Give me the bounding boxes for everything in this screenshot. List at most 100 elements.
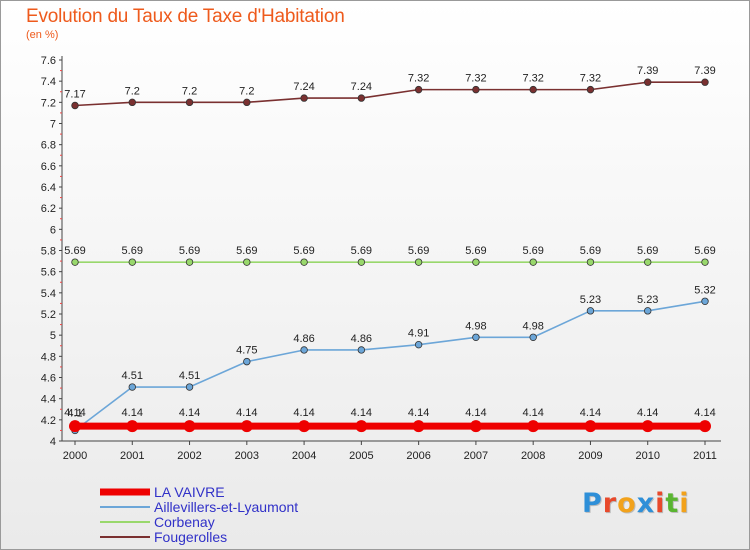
data-point bbox=[701, 258, 709, 266]
data-label: 5.69 bbox=[637, 245, 658, 257]
data-point bbox=[357, 346, 366, 354]
data-label: 4.98 bbox=[465, 320, 486, 332]
proxiti-logo: Proxiti bbox=[582, 488, 690, 519]
data-point bbox=[128, 383, 136, 391]
data-label: 7.32 bbox=[408, 73, 429, 85]
data-label: 7.32 bbox=[465, 73, 486, 85]
y-tick-label: 5 bbox=[50, 330, 56, 342]
data-point bbox=[644, 307, 652, 315]
data-label: 4.51 bbox=[122, 370, 143, 382]
data-label: 4.14 bbox=[694, 407, 715, 419]
data-point bbox=[584, 420, 597, 433]
y-tick-label: 4.8 bbox=[41, 351, 56, 363]
data-label: 5.69 bbox=[236, 245, 257, 257]
data-point bbox=[472, 85, 480, 94]
data-point bbox=[69, 420, 81, 433]
data-label: 4.75 bbox=[236, 345, 257, 357]
data-point bbox=[414, 85, 423, 94]
data-label: 5.69 bbox=[408, 245, 429, 257]
data-point bbox=[472, 258, 480, 266]
data-label: 7.2 bbox=[125, 85, 140, 97]
series-line-1 bbox=[74, 300, 706, 432]
y-tick-label: 7.2 bbox=[41, 97, 56, 109]
x-tick-label: 2000 bbox=[63, 450, 87, 462]
legend-label: Aillevillers-et-Lyaumont bbox=[154, 499, 298, 515]
data-label: 5.69 bbox=[293, 245, 314, 257]
y-tick-label: 4.2 bbox=[41, 415, 56, 427]
data-label: 4.91 bbox=[408, 328, 429, 340]
y-tick-label: 5.2 bbox=[41, 309, 56, 321]
y-tick-label: 6 bbox=[50, 224, 56, 236]
data-point bbox=[414, 340, 423, 349]
data-label: 5.69 bbox=[351, 245, 372, 257]
x-tick-label: 2004 bbox=[292, 450, 316, 462]
data-label: 5.69 bbox=[580, 245, 601, 257]
data-point bbox=[240, 420, 253, 433]
data-label: 4.86 bbox=[351, 333, 372, 345]
data-point bbox=[412, 420, 425, 433]
y-tick-label: 5.4 bbox=[41, 288, 56, 300]
data-point bbox=[529, 258, 537, 266]
data-label: 4.14 bbox=[522, 407, 543, 419]
data-point bbox=[185, 383, 194, 391]
data-point bbox=[243, 258, 251, 266]
x-tick-label: 2001 bbox=[120, 450, 144, 462]
data-point bbox=[128, 258, 136, 266]
data-point bbox=[699, 420, 711, 433]
y-tick-label: 4.6 bbox=[41, 373, 56, 385]
legend-label: LA VAIVRE bbox=[154, 484, 225, 500]
x-tick-label: 2006 bbox=[406, 450, 430, 462]
x-tick-label: 2010 bbox=[635, 450, 659, 462]
chart-subtitle: (en %) bbox=[26, 29, 59, 41]
legend: LA VAIVREAillevillers-et-LyaumontCorbena… bbox=[100, 484, 298, 545]
x-tick-label: 2005 bbox=[349, 450, 373, 462]
data-label: 5.69 bbox=[522, 245, 543, 257]
data-point bbox=[126, 420, 139, 433]
y-tick-label: 6.6 bbox=[41, 161, 56, 173]
data-point bbox=[300, 258, 308, 266]
data-point bbox=[355, 420, 368, 433]
data-labels: 4.14 4.14 4.14 4.14 4.14 4.14 4.14 4.14 4.14 4.14… bbox=[64, 65, 715, 419]
data-point bbox=[644, 78, 652, 86]
data-label: 4.14 bbox=[465, 407, 486, 419]
data-point bbox=[527, 420, 540, 433]
data-label: 5.69 bbox=[465, 245, 486, 257]
data-label: 5.32 bbox=[694, 284, 715, 296]
legend-label: Corbenay bbox=[154, 514, 215, 530]
data-label: 4.14 bbox=[293, 407, 314, 419]
data-label: 7.39 bbox=[694, 65, 715, 77]
data-point bbox=[71, 258, 79, 266]
data-point bbox=[469, 420, 482, 433]
data-label: 5.69 bbox=[64, 245, 85, 257]
data-label: 4.14 bbox=[236, 407, 257, 419]
y-tick-label: 6.4 bbox=[41, 182, 56, 194]
x-tick-label: 2007 bbox=[464, 450, 488, 462]
data-label: 4.14 bbox=[64, 407, 85, 419]
data-label: 4.1 bbox=[67, 407, 82, 419]
data-point bbox=[644, 258, 652, 266]
y-tick-label: 4.4 bbox=[41, 394, 56, 406]
y-tick-label: 5.8 bbox=[41, 246, 56, 258]
data-point bbox=[529, 333, 537, 341]
data-point bbox=[298, 420, 311, 433]
series-lines bbox=[69, 78, 711, 435]
data-point bbox=[586, 307, 595, 315]
series-line-3 bbox=[74, 81, 705, 107]
data-point bbox=[414, 258, 423, 266]
data-label: 7.32 bbox=[580, 73, 601, 85]
data-label: 7.17 bbox=[64, 89, 85, 101]
data-point bbox=[586, 85, 595, 94]
data-point bbox=[300, 346, 308, 354]
data-label: 5.23 bbox=[580, 294, 601, 306]
x-tick-label: 2009 bbox=[578, 450, 602, 462]
data-label: 7.39 bbox=[637, 65, 658, 77]
axes: 4 4.2 4.4 4.6 4.8 5 5.2 5.4 5.6 5.8 6 6.2 6.4 6.6 6.8 7… bbox=[41, 55, 721, 462]
data-point bbox=[128, 98, 136, 107]
data-label: 7.24 bbox=[293, 81, 314, 93]
data-label: 4.14 bbox=[351, 407, 372, 419]
data-label: 4.98 bbox=[522, 320, 543, 332]
data-label: 4.86 bbox=[293, 333, 314, 345]
x-tick-label: 2008 bbox=[521, 450, 545, 462]
